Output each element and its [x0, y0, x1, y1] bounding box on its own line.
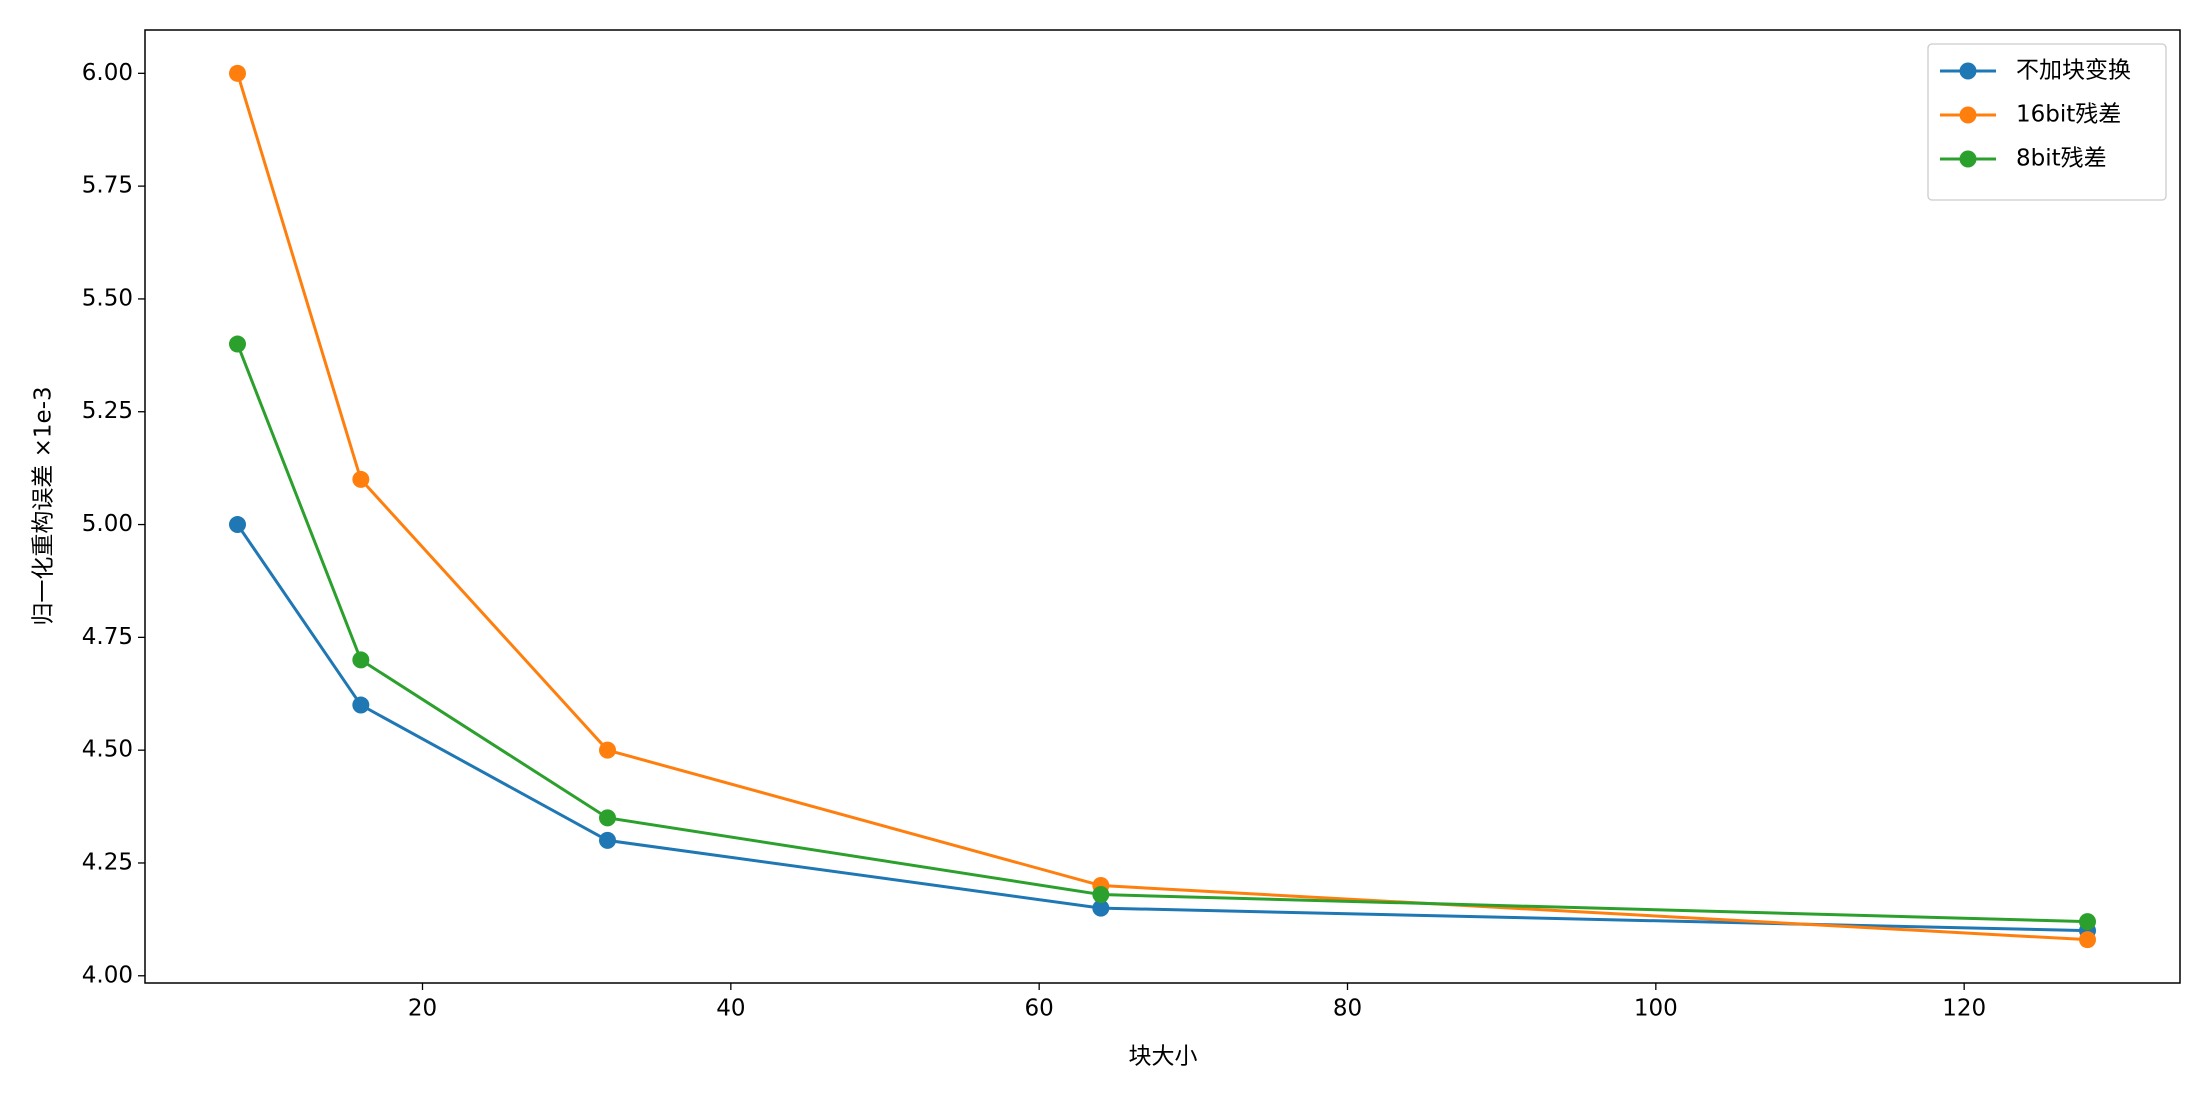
- data-point: [599, 809, 616, 827]
- x-tick-label: 120: [1942, 996, 1986, 1022]
- y-tick-label: 5.25: [82, 398, 133, 424]
- x-tick-label: 20: [408, 996, 437, 1022]
- y-tick-label: 6.00: [82, 60, 133, 86]
- data-point: [599, 831, 616, 849]
- data-point: [229, 64, 246, 82]
- plot-frame: [144, 29, 2181, 984]
- y-tick-label: 4.00: [82, 962, 133, 988]
- x-tick-label: 40: [716, 996, 745, 1022]
- x-tick-label: 100: [1634, 996, 1678, 1022]
- data-point: [352, 651, 370, 669]
- data-point: [229, 335, 246, 353]
- series-line: [236, 72, 2088, 942]
- x-axis-label: 块大小: [1129, 1044, 1198, 1070]
- legend-marker: [1959, 106, 1977, 124]
- data-point: [352, 470, 370, 488]
- y-tick-label: 5.50: [82, 285, 133, 311]
- data-point: [599, 741, 616, 759]
- data-point: [352, 696, 370, 714]
- y-tick-label: 4.75: [82, 624, 133, 650]
- x-tick-label: 60: [1025, 996, 1054, 1022]
- legend-label: 8bit残差: [2016, 146, 2107, 172]
- data-point: [1092, 886, 1110, 904]
- data-point: [2079, 913, 2096, 931]
- legend-label: 不加块变换: [2016, 58, 2131, 84]
- data-point: [2079, 931, 2096, 949]
- legend-label: 16bit残差: [2016, 102, 2121, 128]
- y-tick-label: 4.50: [82, 737, 133, 763]
- y-tick-label: 4.25: [82, 849, 133, 875]
- legend-marker: [1959, 150, 1977, 168]
- legend-marker: [1959, 62, 1977, 80]
- legend-box: [1927, 43, 2167, 201]
- x-tick-label: 80: [1333, 996, 1362, 1022]
- y-tick-label: 5.75: [82, 173, 133, 199]
- y-tick-label: 5.00: [82, 511, 133, 537]
- y-axis-label: 归一化重构误差 ×1e-3: [31, 386, 57, 625]
- data-point: [1092, 899, 1110, 917]
- series-line: [236, 343, 2088, 924]
- data-point: [229, 516, 246, 534]
- series-line: [236, 523, 2088, 933]
